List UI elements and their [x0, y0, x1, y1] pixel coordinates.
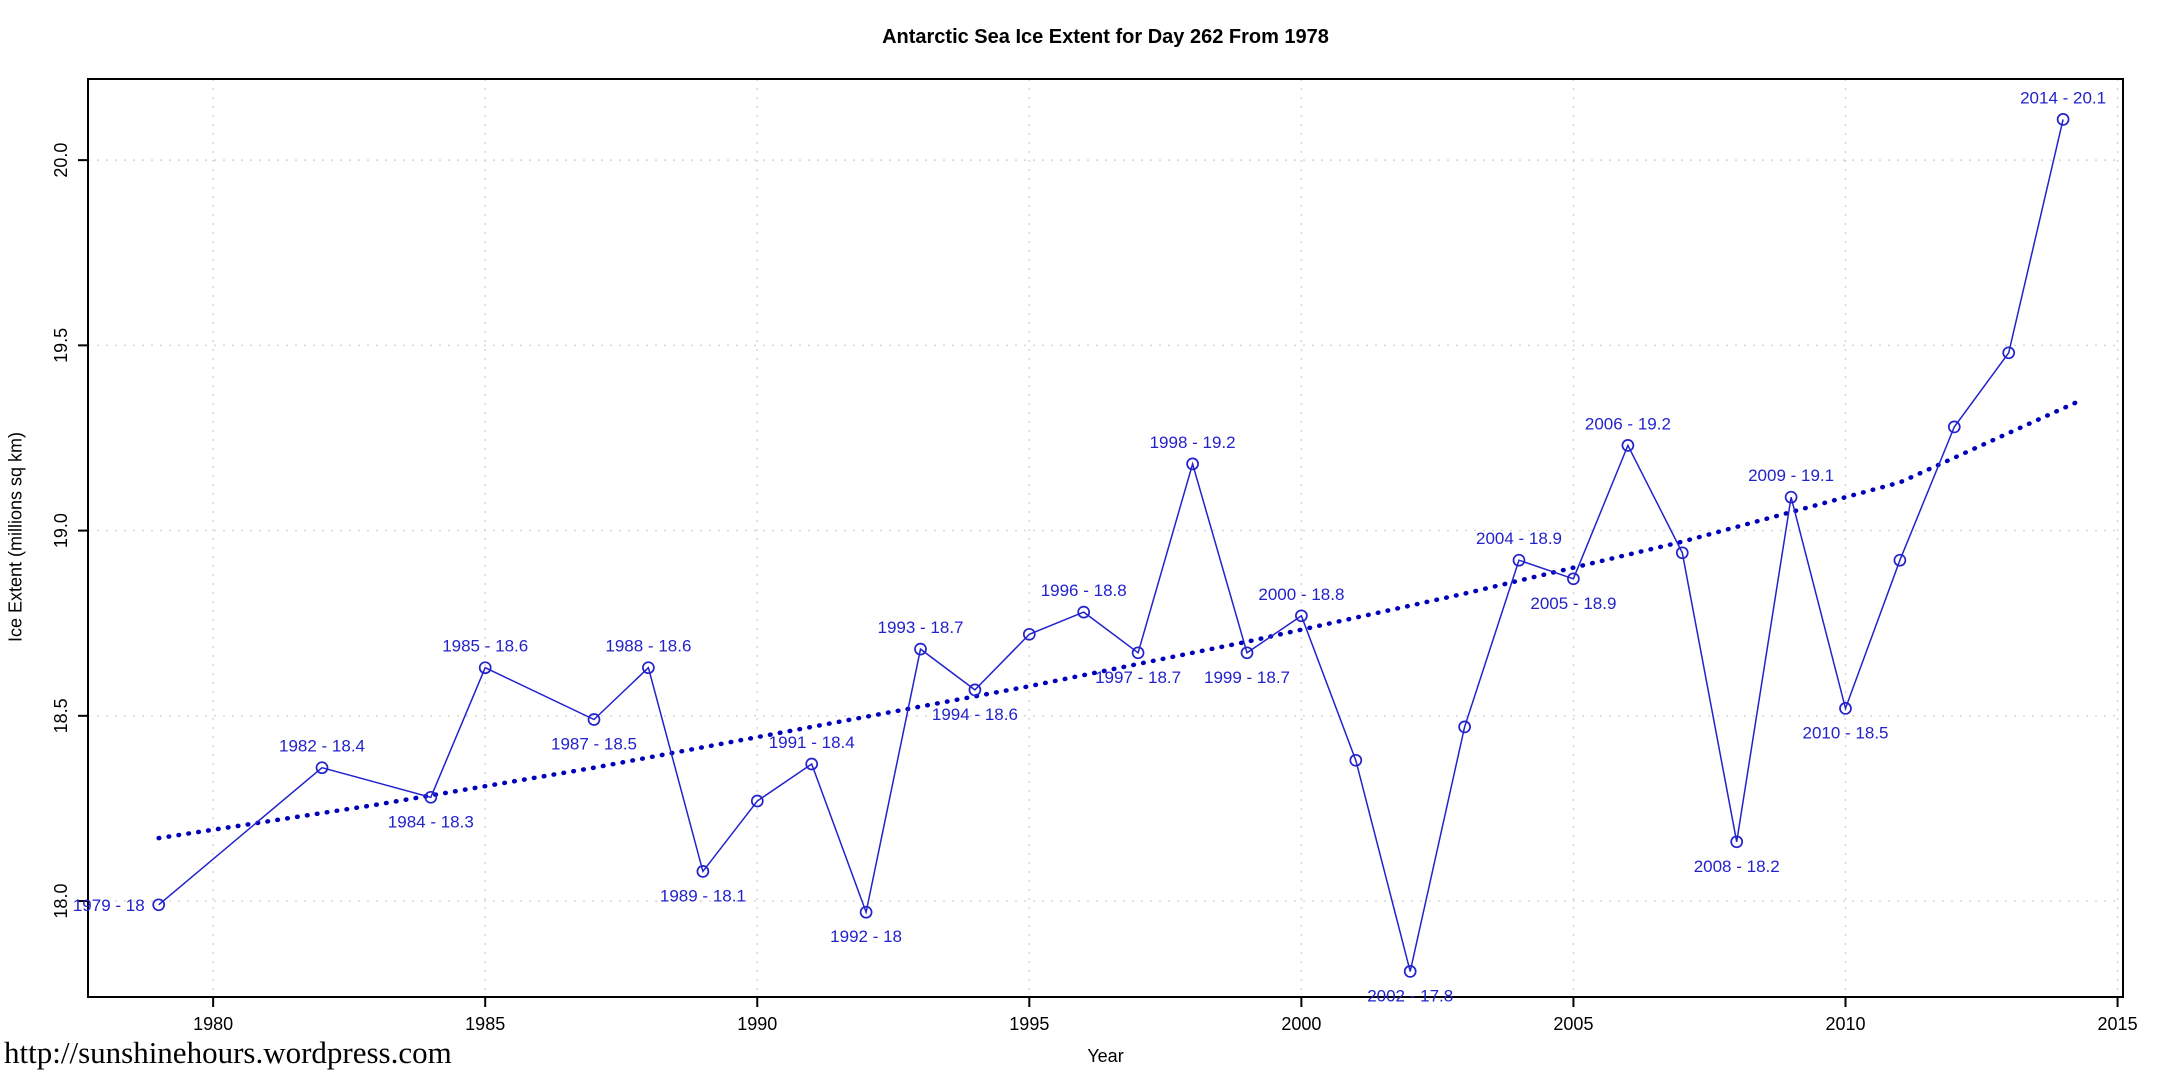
- source-url-text: http://sunshinehours.wordpress.com: [4, 1035, 452, 1070]
- data-point-marker: [914, 642, 927, 656]
- point-label: 1991 - 18.4: [769, 733, 855, 752]
- chart-title: Antarctic Sea Ice Extent for Day 262 Fro…: [882, 26, 1329, 48]
- data-point-marker: [750, 794, 764, 808]
- data-point-marker: [2056, 113, 2070, 126]
- data-point-marker: [1893, 553, 1907, 567]
- point-label: 1989 - 18.1: [660, 886, 746, 905]
- point-label: 2004 - 18.9: [1476, 529, 1562, 548]
- y-tick-label: 18.5: [51, 698, 71, 733]
- data-point-marker: [315, 761, 329, 775]
- data-point-marker: [1240, 646, 1254, 660]
- trend-line: [156, 398, 2082, 841]
- point-label: 2009 - 19.1: [1748, 466, 1834, 485]
- data-point-marker: [1621, 439, 1635, 452]
- data-point-marker: [2002, 346, 2016, 360]
- point-label: 2010 - 18.5: [1802, 723, 1888, 742]
- point-label: 2014 - 20.1: [2020, 88, 2106, 107]
- point-label: 1996 - 18.8: [1041, 581, 1127, 600]
- x-tick-label: 1995: [1009, 1014, 1049, 1034]
- point-label: 2008 - 18.2: [1694, 857, 1780, 876]
- data-point-marker: [1784, 490, 1798, 504]
- data-point-marker: [1349, 753, 1363, 767]
- point-label: 2006 - 19.2: [1585, 414, 1671, 433]
- data-point-marker: [1730, 835, 1744, 849]
- point-label: 2002 - 17.8: [1367, 986, 1453, 1005]
- point-label: 1982 - 18.4: [279, 737, 365, 756]
- data-point-marker: [1675, 546, 1689, 560]
- x-axis-label: Year: [1087, 1046, 1124, 1066]
- point-label: 1988 - 18.6: [605, 637, 691, 656]
- point-label: 1992 - 18: [830, 927, 902, 946]
- data-point-marker: [587, 713, 601, 726]
- data-point-marker: [696, 865, 710, 878]
- point-label: 2005 - 18.9: [1530, 594, 1616, 613]
- data-point-marker: [805, 757, 819, 771]
- data-point-marker: [1839, 702, 1852, 715]
- point-label: 1993 - 18.7: [877, 618, 963, 637]
- y-tick-label: 19.0: [51, 513, 71, 548]
- data-point-marker: [1512, 553, 1526, 567]
- x-tick-label: 2000: [1281, 1014, 1321, 1034]
- point-label: 1997 - 18.7: [1095, 668, 1181, 687]
- point-label: 2000 - 18.8: [1258, 585, 1344, 604]
- data-point-marker: [968, 683, 982, 697]
- x-tick-label: 2010: [1825, 1014, 1865, 1034]
- point-label: 1987 - 18.5: [551, 735, 637, 754]
- point-label: 1985 - 18.6: [442, 637, 528, 656]
- data-point-marker: [424, 790, 438, 804]
- data-point-marker: [1022, 627, 1036, 641]
- data-point-marker: [859, 905, 873, 919]
- data-point-marker: [1186, 457, 1199, 471]
- x-tick-label: 2015: [2098, 1014, 2138, 1034]
- data-series-line: [158, 119, 2064, 972]
- point-label: 1994 - 18.6: [932, 705, 1018, 724]
- x-tick-label: 1990: [737, 1014, 777, 1034]
- point-label: 1979 - 18: [73, 896, 145, 915]
- data-point-marker: [1295, 609, 1308, 623]
- x-tick-label: 1980: [193, 1014, 233, 1034]
- data-point-marker: [1567, 572, 1580, 586]
- y-tick-label: 19.5: [51, 328, 71, 363]
- data-point-marker: [152, 898, 166, 912]
- data-point-marker: [1458, 720, 1471, 734]
- point-label: 1999 - 18.7: [1204, 668, 1290, 687]
- y-tick-label: 20.0: [51, 143, 71, 178]
- x-tick-label: 1985: [465, 1014, 505, 1034]
- point-label: 1998 - 19.2: [1150, 433, 1236, 452]
- x-tick-label: 2005: [1553, 1014, 1593, 1034]
- data-point-marker: [1131, 646, 1145, 660]
- data-point-marker: [1403, 965, 1417, 978]
- data-point-marker: [1947, 420, 1961, 434]
- point-label: 1984 - 18.3: [388, 812, 474, 831]
- data-point-marker: [1077, 605, 1091, 619]
- plot-border: [87, 78, 2124, 998]
- y-tick-label: 18.0: [51, 884, 71, 919]
- data-point-marker: [478, 661, 492, 675]
- data-point-marker: [642, 661, 655, 675]
